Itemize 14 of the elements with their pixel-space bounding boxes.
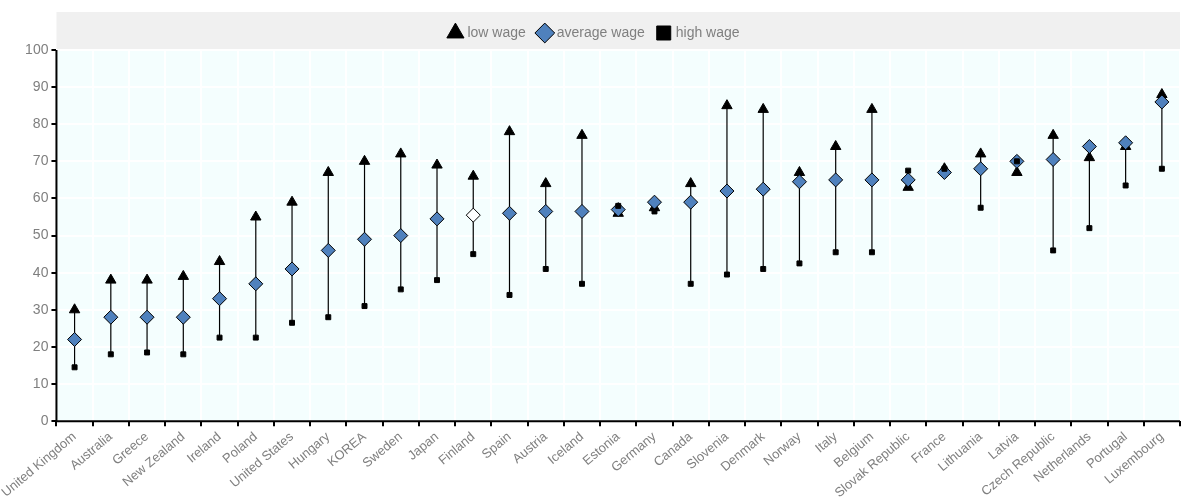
legend-label: average wage: [556, 23, 645, 40]
y-tick-label: 20: [32, 337, 49, 354]
y-tick-label: 100: [25, 40, 49, 57]
y-tick-label: 90: [32, 77, 49, 94]
y-tick-label: 40: [32, 263, 49, 280]
y-tick-label: 10: [32, 374, 49, 391]
y-tick-label: 0: [40, 411, 49, 428]
legend-label: high wage: [675, 23, 740, 40]
y-tick-label: 80: [32, 115, 49, 132]
y-tick-label: 30: [32, 300, 49, 317]
legend-label: low wage: [467, 23, 527, 40]
y-tick-label: 50: [32, 226, 49, 243]
y-tick-label: 70: [32, 152, 49, 169]
y-tick-label: 60: [32, 189, 49, 206]
